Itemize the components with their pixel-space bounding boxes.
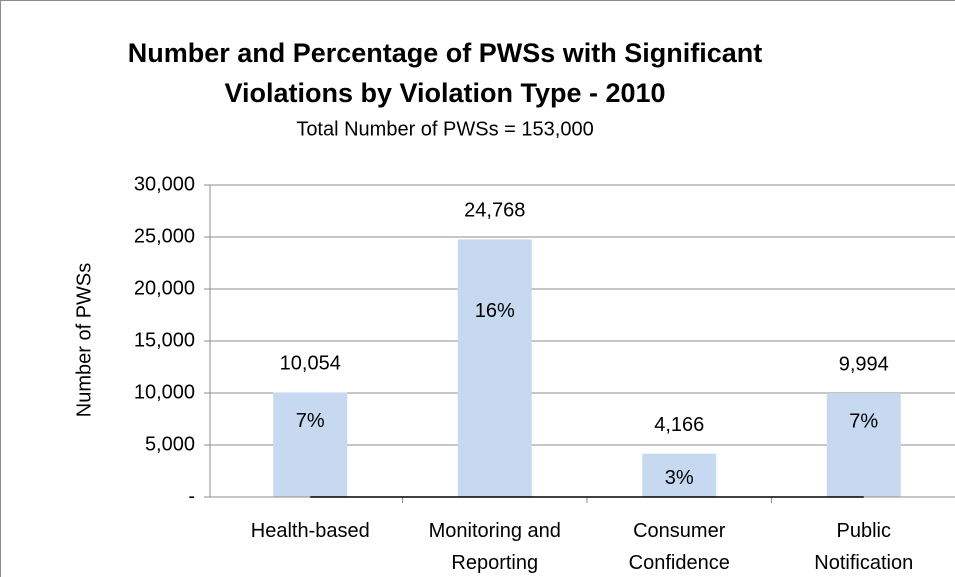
chart-subtitle: Total Number of PWSs = 153,000 [296, 118, 593, 140]
x-tick-label: Public Notification [814, 520, 913, 574]
y-tick-label: 10,000 [134, 381, 195, 403]
value-label: 24,768 [464, 200, 525, 222]
chart-title: Number and Percentage of PWSs with Signi… [128, 38, 763, 68]
y-tick-label: - [188, 485, 195, 507]
value-label: 9,994 [839, 353, 889, 375]
x-tick-label-line: Consumer [633, 520, 726, 542]
x-tick-label-line: Health-based [251, 520, 370, 542]
bar [457, 239, 532, 498]
x-tick-label: Consumer Confidence [629, 520, 730, 574]
percent-label: 7% [849, 410, 878, 432]
percent-label: 16% [475, 300, 515, 322]
y-tick-label: 15,000 [134, 329, 195, 351]
y-axis-label: Number of PWSs [73, 263, 95, 417]
x-tick-label-line: Public [837, 520, 891, 542]
x-tick-label: Health-based [251, 520, 370, 542]
x-tick-label: Monitoring and Reporting [429, 520, 561, 574]
percent-label: 3% [665, 467, 694, 489]
y-tick-label: 25,000 [134, 225, 195, 247]
y-tick-label: 5,000 [145, 433, 195, 455]
x-tick-label-line: Reporting [451, 552, 538, 574]
value-label: 4,166 [654, 414, 704, 436]
x-tick-label-line: Confidence [629, 552, 730, 574]
bar [826, 393, 901, 497]
y-tick-label: 30,000 [134, 173, 195, 195]
bar [642, 453, 717, 497]
x-tick-label-line: Notification [814, 552, 913, 574]
bar [273, 392, 348, 497]
y-tick-label: 20,000 [134, 277, 195, 299]
chart-title: Violations by Violation Type - 2010 [224, 78, 665, 108]
value-label: 10,054 [280, 353, 341, 375]
x-tick-label-line: Monitoring and [429, 520, 561, 542]
percent-label: 7% [296, 410, 325, 432]
